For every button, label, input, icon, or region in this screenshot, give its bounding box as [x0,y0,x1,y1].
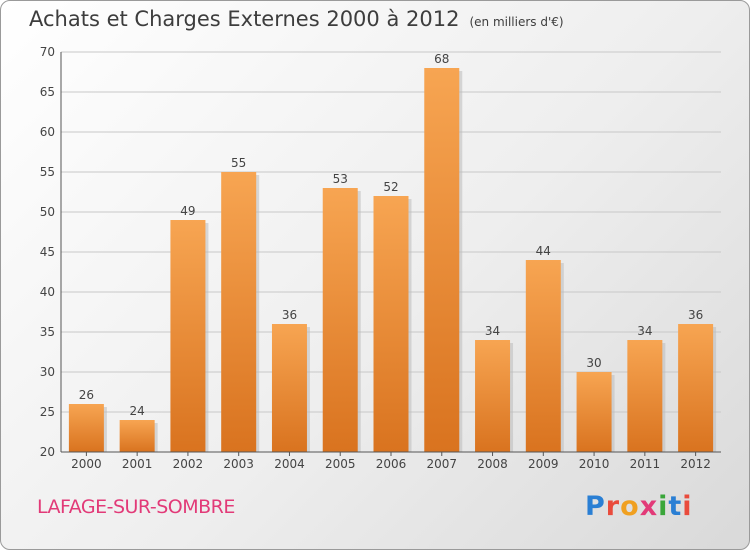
value-label: 53 [333,172,348,186]
axes: 20 25 30 35 40 45 50 55 60 65 70 2000 2001 2002 2003 20… [40,45,721,471]
logo-letter: x [639,491,659,522]
bar-2010 [576,372,612,452]
y-tick-label: 60 [40,125,55,139]
y-tick-label: 50 [40,205,55,219]
x-tick-label: 2000 [71,457,102,471]
bar-2003 [221,172,257,452]
x-tick-label: 2008 [477,457,508,471]
bar-2009 [525,260,561,452]
bar-2000 [68,404,104,452]
bar-2008 [475,340,511,452]
value-label: 24 [130,404,145,418]
y-tick-label: 25 [40,405,55,419]
value-label: 34 [485,324,500,338]
y-tick-label: 55 [40,165,55,179]
value-label: 49 [180,204,195,218]
x-tick-label: 2009 [528,457,559,471]
value-label: 30 [586,356,601,370]
bar-2012 [678,324,714,452]
bar-2005 [322,188,358,452]
y-tick-label: 40 [40,285,55,299]
x-tick-label: 2003 [223,457,254,471]
bars [68,68,717,452]
value-label: 34 [637,324,652,338]
chart-title-text: Achats et Charges Externes 2000 à 2012 [29,7,460,31]
value-label: 68 [434,52,449,66]
y-tick-label: 65 [40,85,55,99]
x-tick-label: 2002 [173,457,204,471]
logo-letter: i [682,491,693,522]
value-label: 52 [383,180,398,194]
logo-letter: i [658,491,669,522]
value-labels: 26 24 49 55 36 53 52 68 34 44 30 34 36 [79,52,704,418]
value-label: 55 [231,156,246,170]
bar-2011 [627,340,663,452]
bar-2004 [271,324,307,452]
logo-letter: t [668,491,683,522]
y-tick-label: 35 [40,325,55,339]
logo-letter: r [605,491,621,522]
x-tick-label: 2010 [579,457,610,471]
value-label: 36 [282,308,297,322]
x-tick-label: 2007 [426,457,457,471]
x-tick-label: 2001 [122,457,153,471]
value-label: 26 [79,388,94,402]
proxiti-logo: Proxiti [585,491,693,522]
bar-2002 [170,220,206,452]
y-tick-label: 45 [40,245,55,259]
y-tick-label: 30 [40,365,55,379]
logo-letter: o [620,491,640,522]
x-tick-label: 2012 [680,457,711,471]
x-tick-label: 2006 [376,457,407,471]
value-label: 44 [536,244,551,258]
bar-2006 [373,196,409,452]
chart-unit: (en milliers d'€) [469,15,564,29]
chart-title: Achats et Charges Externes 2000 à 2012 (e… [29,7,564,31]
bar-2001 [119,420,155,452]
value-label: 36 [688,308,703,322]
commune-name: LAFAGE-SUR-SOMBRE [37,496,235,518]
y-tick-label: 20 [40,445,55,459]
x-tick-label: 2005 [325,457,356,471]
x-tick-label: 2004 [274,457,305,471]
logo-letter: P [585,491,606,522]
x-tick-label: 2011 [630,457,661,471]
bar-2007 [424,68,460,452]
y-tick-label: 70 [40,45,55,59]
